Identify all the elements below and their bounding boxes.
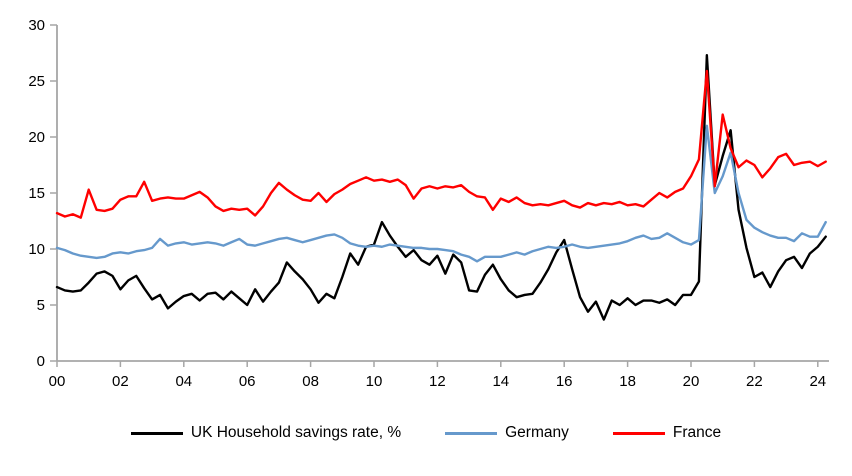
uk-legend-label: UK Household savings rate, % xyxy=(190,424,402,441)
germany-legend-label: Germany xyxy=(505,424,569,441)
svg-text:14: 14 xyxy=(492,373,509,390)
legend-item-germany: Germany xyxy=(445,424,569,442)
svg-text:00: 00 xyxy=(49,373,66,390)
svg-text:22: 22 xyxy=(746,373,763,390)
svg-text:25: 25 xyxy=(28,73,45,90)
germany-line-sample-icon xyxy=(445,431,498,435)
svg-text:18: 18 xyxy=(619,373,636,390)
svg-text:02: 02 xyxy=(112,373,129,390)
svg-text:04: 04 xyxy=(175,373,192,390)
svg-text:15: 15 xyxy=(28,185,45,202)
chart-plot-area: 0 5 10 15 20 25 30 00 02 04 06 08 10 12 14 16 18 20 22 24 xyxy=(28,17,829,390)
svg-text:16: 16 xyxy=(556,373,573,390)
legend-item-france: France xyxy=(612,424,722,442)
svg-text:10: 10 xyxy=(366,373,383,390)
france-line-sample-icon xyxy=(612,431,665,435)
svg-text:30: 30 xyxy=(28,17,45,34)
svg-text:08: 08 xyxy=(302,373,319,390)
svg-text:12: 12 xyxy=(429,373,446,390)
svg-text:5: 5 xyxy=(37,297,45,314)
svg-text:10: 10 xyxy=(28,241,45,258)
legend-item-uk: UK Household savings rate, % xyxy=(130,424,402,442)
svg-text:0: 0 xyxy=(37,353,45,370)
svg-text:06: 06 xyxy=(239,373,256,390)
svg-text:20: 20 xyxy=(683,373,700,390)
france-legend-label: France xyxy=(672,424,722,441)
svg-text:24: 24 xyxy=(809,373,826,390)
chart-legend: UK Household savings rate, % Germany Fra… xyxy=(0,424,852,442)
svg-text:20: 20 xyxy=(28,129,45,146)
uk-line-sample-icon xyxy=(130,431,183,435)
